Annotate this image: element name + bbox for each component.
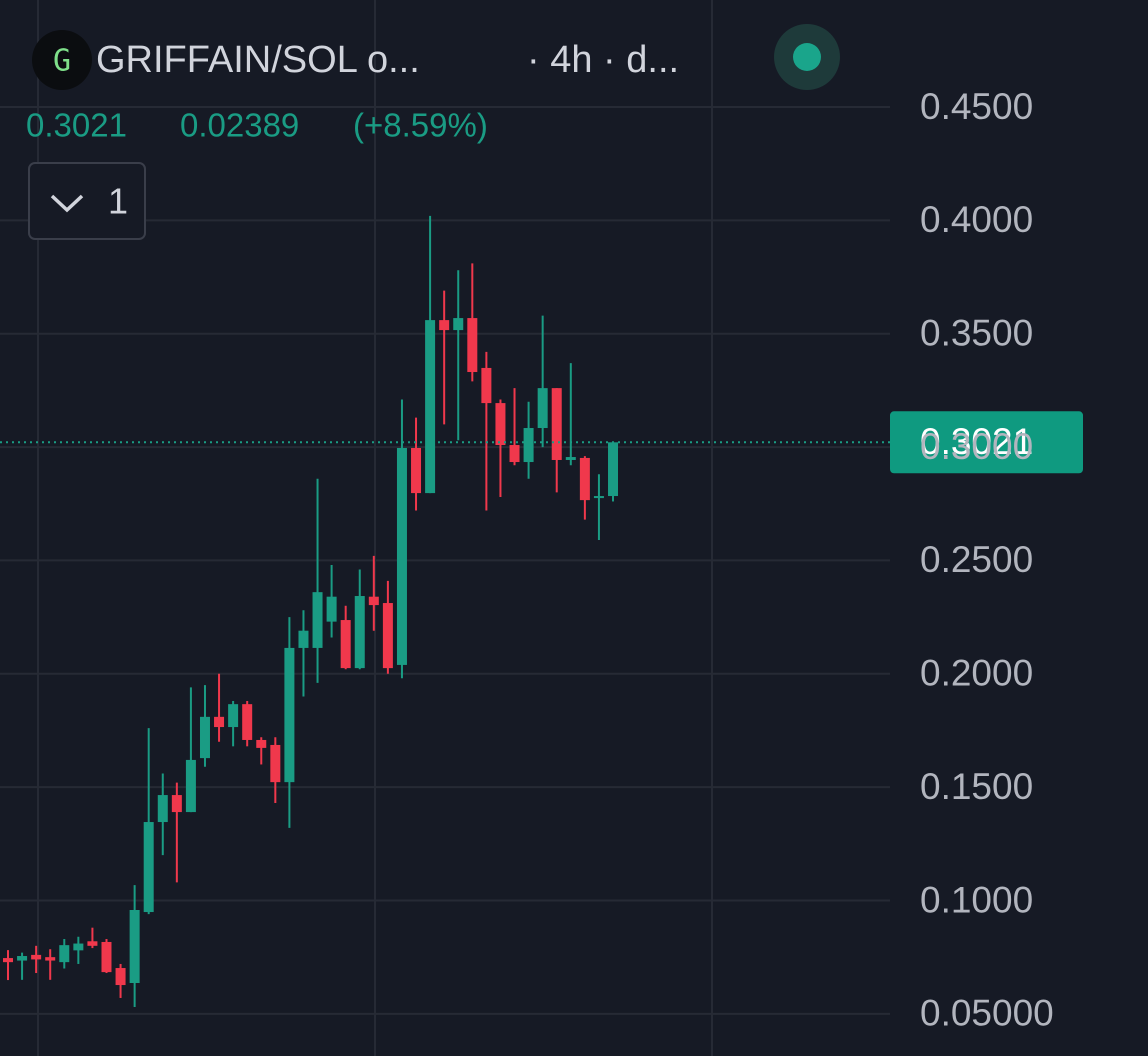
candle-body xyxy=(509,445,520,463)
candle-body xyxy=(242,704,253,740)
y-tick-label: 0.2000 xyxy=(920,653,1033,694)
y-tick-label: 0.3000 xyxy=(920,426,1033,467)
y-tick-label: 0.4000 xyxy=(920,199,1033,240)
indicator-count: 1 xyxy=(108,181,128,222)
symbol-logo xyxy=(32,30,92,90)
candle-body xyxy=(59,945,70,963)
candle-body xyxy=(256,739,267,748)
y-tick-label: 0.2500 xyxy=(920,539,1033,580)
candle-body xyxy=(3,958,13,963)
candle-body xyxy=(579,457,590,501)
status-dot xyxy=(793,43,821,71)
candle-body xyxy=(31,954,42,960)
candle-body xyxy=(284,647,295,783)
chevron-icon xyxy=(50,194,84,213)
last-price-label: 0.3021 xyxy=(920,421,1033,462)
candle-body xyxy=(425,320,436,494)
y-tick-label: 0.4500 xyxy=(920,86,1033,127)
candle-body xyxy=(17,956,28,961)
candle-body xyxy=(214,716,225,728)
candle-body xyxy=(593,496,604,499)
candle-body xyxy=(411,447,422,494)
logo-letter: G xyxy=(53,44,71,79)
candle-body xyxy=(565,457,576,460)
candle-body xyxy=(157,795,168,823)
last-price-tag xyxy=(890,411,1083,474)
candle-body xyxy=(396,447,407,665)
candle-body xyxy=(185,759,196,813)
candle-body xyxy=(453,318,464,331)
candle-body xyxy=(45,957,56,961)
interval[interactable]: · 4h · d... xyxy=(527,39,679,81)
candle-body xyxy=(199,716,210,759)
candle-body xyxy=(228,704,239,728)
candle-body xyxy=(87,941,98,946)
candle-body xyxy=(382,603,393,669)
legend-change: 0.02389 xyxy=(180,107,299,144)
candle-body xyxy=(101,941,112,973)
y-tick-label: 0.1500 xyxy=(920,766,1033,807)
candle-body xyxy=(326,596,337,622)
candle-body xyxy=(467,318,478,373)
legend-price: 0.3021 xyxy=(26,107,127,144)
candle-body xyxy=(608,442,619,497)
candle-body xyxy=(340,620,351,669)
candle-body xyxy=(129,910,140,984)
y-tick-label: 0.1000 xyxy=(920,879,1033,920)
candle-body xyxy=(270,744,281,783)
symbol-title[interactable]: GRIFFAIN/SOL o... xyxy=(96,39,420,81)
y-tick-label: 0.05000 xyxy=(920,993,1054,1034)
candle-body xyxy=(368,596,379,606)
indicator-toggle[interactable] xyxy=(28,162,146,240)
legend-change-pct: (+8.59%) xyxy=(353,107,488,144)
candle-body xyxy=(171,795,182,813)
candle-body xyxy=(537,388,548,429)
candle-body xyxy=(551,388,562,460)
candle-body xyxy=(312,592,323,648)
candle-body xyxy=(354,596,365,669)
candle-body xyxy=(73,943,84,951)
candle-body xyxy=(495,403,506,446)
y-tick-label: 0.3500 xyxy=(920,312,1033,353)
candle-body xyxy=(439,320,450,331)
candle-body xyxy=(143,822,154,913)
candle-body xyxy=(115,968,126,986)
candle-body xyxy=(298,630,309,648)
candle-body xyxy=(481,367,492,404)
candle-body xyxy=(523,428,534,463)
